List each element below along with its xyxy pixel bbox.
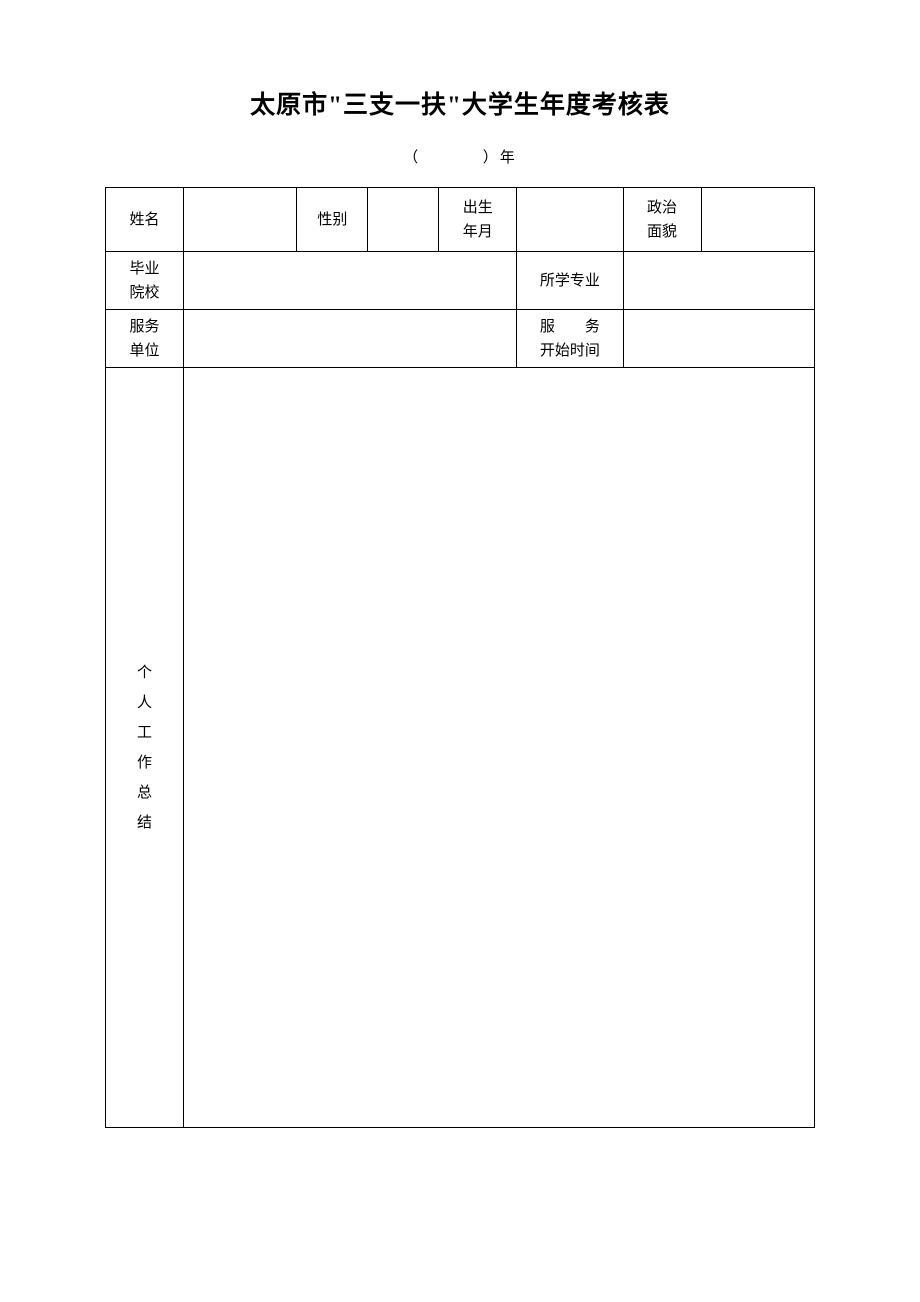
- political-label-line1: 政治: [647, 200, 677, 216]
- start-label: 服 务 开始时间: [517, 310, 623, 368]
- unit-label-line1: 服务: [129, 319, 159, 335]
- school-value: [183, 252, 516, 310]
- birth-value: [517, 188, 623, 252]
- unit-value: [183, 310, 516, 368]
- summary-label: 个 人 工 作 总 结: [106, 368, 184, 1128]
- political-value: [701, 188, 814, 252]
- school-label-line2: 院校: [129, 285, 159, 301]
- table-row: 姓名 性别 出生 年月 政治 面貌: [106, 188, 815, 252]
- political-label-line2: 面貌: [647, 224, 677, 240]
- summary-value: [183, 368, 814, 1128]
- subtitle-suffix: ）年: [483, 150, 517, 166]
- major-value: [623, 252, 814, 310]
- assessment-form-table: 姓名 性别 出生 年月 政治 面貌 毕业 院校 所学专业 服务 单位 服 务: [105, 187, 815, 1128]
- table-row: 服务 单位 服 务 开始时间: [106, 310, 815, 368]
- subtitle-blank: [426, 150, 477, 166]
- unit-label-line2: 单位: [129, 343, 159, 359]
- summary-char: 人: [108, 688, 181, 718]
- school-label: 毕业 院校: [106, 252, 184, 310]
- table-row: 毕业 院校 所学专业: [106, 252, 815, 310]
- school-label-line1: 毕业: [129, 261, 159, 277]
- political-label: 政治 面貌: [623, 188, 701, 252]
- major-label: 所学专业: [517, 252, 623, 310]
- start-label-line1: 服 务: [540, 319, 600, 335]
- summary-char: 作: [108, 748, 181, 778]
- subtitle-prefix: （: [403, 150, 420, 166]
- start-value: [623, 310, 814, 368]
- summary-char: 结: [108, 808, 181, 838]
- summary-char: 工: [108, 718, 181, 748]
- unit-label: 服务 单位: [106, 310, 184, 368]
- summary-char: 个: [108, 658, 181, 688]
- name-value: [183, 188, 296, 252]
- gender-label: 性别: [297, 188, 368, 252]
- start-label-line2: 开始时间: [540, 343, 600, 359]
- birth-label-line2: 年月: [463, 224, 493, 240]
- gender-value: [368, 188, 439, 252]
- name-label: 姓名: [106, 188, 184, 252]
- document-subtitle: （ ）年: [105, 146, 815, 167]
- summary-char: 总: [108, 778, 181, 808]
- birth-label: 出生 年月: [439, 188, 517, 252]
- table-row: 个 人 工 作 总 结: [106, 368, 815, 1128]
- document-title: 太原市"三支一扶"大学生年度考核表: [105, 85, 815, 121]
- birth-label-line1: 出生: [463, 200, 493, 216]
